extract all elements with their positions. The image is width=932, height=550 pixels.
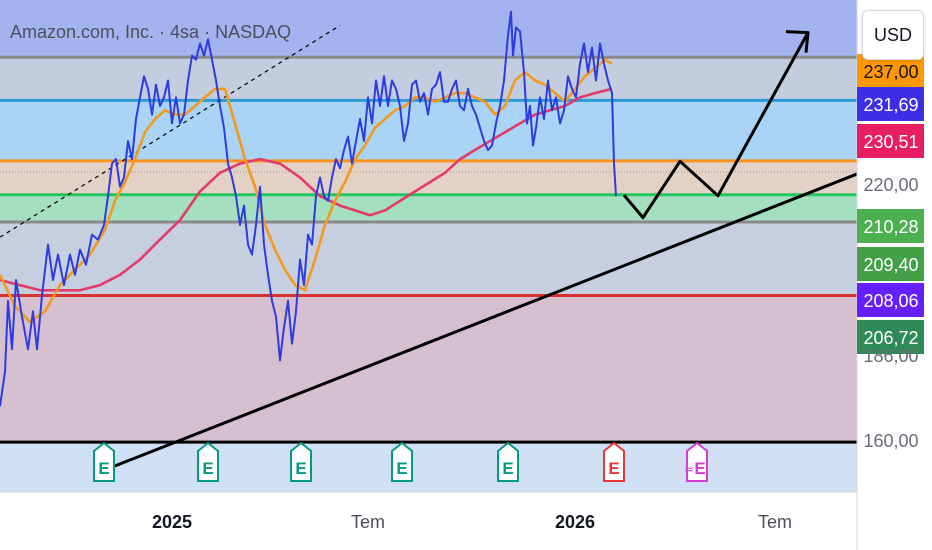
x-tick-label: Tem: [758, 512, 792, 532]
series-line-price: [0, 10, 617, 407]
x-tick-label: 2026: [555, 512, 595, 532]
currency-button[interactable]: USD: [862, 10, 924, 60]
earnings-marker-label: E: [608, 459, 619, 478]
x-tick-label: Tem: [351, 512, 385, 532]
trend-line: [104, 171, 861, 472]
earnings-marker-label: E: [295, 459, 306, 478]
level-band: [0, 57, 857, 101]
price-axis-box: [857, 124, 924, 158]
level-band: [0, 194, 857, 223]
price-axis-label: 208,06: [863, 291, 918, 311]
dashed-trend-line: [0, 24, 341, 238]
earnings-marker[interactable]: E: [497, 441, 519, 482]
earnings-marker-label: E: [202, 459, 213, 478]
earnings-marker[interactable]: E: [290, 441, 312, 482]
price-axis-box: [857, 283, 924, 317]
earnings-marker-label: E: [502, 459, 513, 478]
price-axis-label: 231,69: [863, 95, 918, 115]
series-line-ma-slow: [0, 87, 613, 292]
price-axis-box: [857, 247, 924, 281]
level-band: [0, 442, 857, 492]
level-band: [0, 0, 857, 58]
earnings-marker-label: E: [694, 459, 705, 478]
price-axis-label: 230,51: [863, 132, 918, 152]
series-line-ema-fast: [0, 58, 613, 324]
price-axis-label: 220,00: [863, 175, 918, 195]
price-axis-label: 206,72: [863, 328, 918, 348]
projection-path: [622, 31, 810, 220]
earnings-marker[interactable]: E: [391, 441, 413, 482]
earnings-marker[interactable]: E: [93, 441, 115, 482]
level-band: [0, 222, 857, 296]
projection-arrowhead: [785, 30, 810, 53]
x-tick-label: 2025: [152, 512, 192, 532]
earnings-marker-label: E: [396, 459, 407, 478]
price-axis-box: [857, 87, 924, 121]
price-axis-label: 186,00: [863, 346, 918, 366]
time-axis-background: [0, 492, 932, 550]
price-axis-box: [857, 209, 924, 243]
level-band: [0, 295, 857, 443]
earnings-marker-label: E: [98, 459, 109, 478]
price-axis-box: [857, 320, 924, 354]
price-axis-label: 210,28: [863, 217, 918, 237]
earnings-marker[interactable]: E: [197, 441, 219, 482]
price-axis-label: 160,00: [863, 431, 918, 451]
level-band: [0, 160, 857, 195]
price-axis-label: 237,00: [863, 62, 918, 82]
earnings-marker-prefix: ≈: [684, 462, 694, 476]
earnings-marker[interactable]: E: [603, 441, 625, 482]
chart-title: Amazon.com, Inc. · 4sa · NASDAQ: [10, 22, 292, 42]
earnings-marker[interactable]: E≈: [684, 441, 708, 482]
price-axis-label: 209,40: [863, 255, 918, 275]
